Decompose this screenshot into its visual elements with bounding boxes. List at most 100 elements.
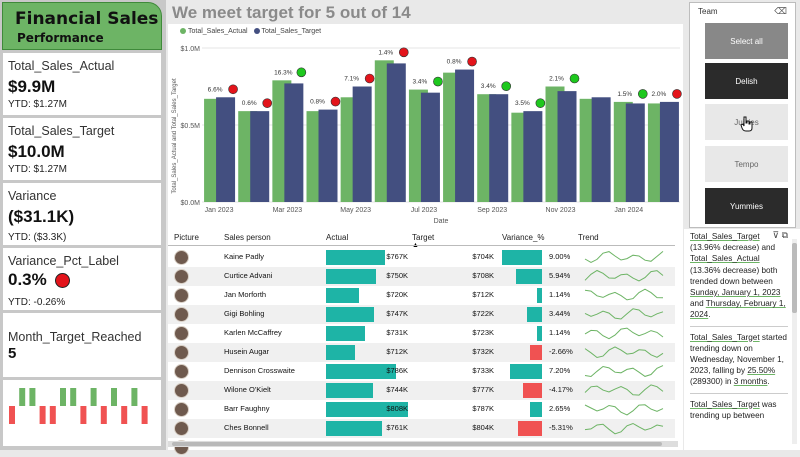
spark-bar-hit <box>90 388 97 406</box>
sales-bar-chart[interactable]: Total_Sales_Actual Total_Sales_Target $1… <box>168 24 683 229</box>
table-row[interactable]: Barr Faughny $808K $787K 2.65% <box>168 400 675 419</box>
narrative-toolbar: ⊽ ⧉ <box>772 230 788 241</box>
avatar <box>174 364 189 379</box>
variance-pct: -4.17% <box>549 385 573 394</box>
bar-target <box>284 83 304 202</box>
table-row[interactable]: Curtice Advani $750K $708K 5.94% <box>168 267 675 286</box>
data-label: 3.4% <box>413 79 428 86</box>
kpi-value: $9.9M <box>8 77 56 96</box>
actual-value: $747K <box>386 309 408 318</box>
status-dot-icon <box>672 89 682 99</box>
page-title: We meet target for 5 out of 14 <box>172 3 411 22</box>
table-row[interactable]: Ches Bonnell $761K $804K -5.31% <box>168 419 675 438</box>
spark-bar-miss <box>39 406 46 424</box>
spark-bar-miss <box>49 406 56 424</box>
column-header-variance[interactable]: Variance_% <box>502 233 545 242</box>
trend-line <box>584 288 664 301</box>
variance-bar <box>530 345 542 360</box>
table-row[interactable]: Wilone O'Kielt $744K $777K -4.17% <box>168 381 675 400</box>
slicer-option-delish[interactable]: Delish <box>705 63 788 99</box>
kpi-ytd: YTD: -0.26% <box>8 297 66 308</box>
slicer-option-yummies[interactable]: Yummies <box>705 188 788 224</box>
legend-swatch-target <box>253 28 260 35</box>
sparkline-chart <box>9 388 148 424</box>
kpi-card-actual[interactable]: Total_Sales_Actual $9.9M YTD: $1.27M <box>3 53 161 115</box>
legend-label-target: Total_Sales_Target <box>261 28 322 35</box>
status-dot-icon <box>330 96 341 107</box>
variance-bar <box>530 402 542 417</box>
kpi-value: $10.0M <box>8 142 65 161</box>
target-value: $732K <box>472 347 494 356</box>
filter-icon[interactable]: ⊽ <box>772 230 780 240</box>
avatar <box>174 402 189 417</box>
table-row[interactable]: Husein Augar $712K $732K -2.66% <box>168 343 675 362</box>
table-row[interactable]: Jan Morforth $720K $712K 1.14% <box>168 286 675 305</box>
data-label: 2.1% <box>549 76 564 83</box>
avatar <box>174 421 189 436</box>
target-value: $777K <box>472 385 494 394</box>
column-header-trend[interactable]: Trend <box>578 233 599 242</box>
trend-sparkline <box>584 288 664 301</box>
slicer-option-select-all[interactable]: Select all <box>705 23 788 59</box>
trend-line <box>584 422 664 435</box>
variance-pct: -2.66% <box>549 347 573 356</box>
salesperson-name: Wilone O'Kielt <box>224 385 271 394</box>
table-row[interactable]: Dennison Crosswaite $786K $733K 7.20% <box>168 362 675 381</box>
column-header-target[interactable]: Target <box>412 233 435 242</box>
trend-sparkline <box>584 422 664 435</box>
team-slicer[interactable]: Team ⌫ Select all Delish Juicies Tempo Y… <box>689 2 796 228</box>
actual-value: $731K <box>386 328 408 337</box>
status-dot-icon <box>535 98 546 108</box>
scrollbar-thumb[interactable] <box>172 442 662 446</box>
bar-target <box>386 63 406 203</box>
kpi-card-variance-pct[interactable]: Variance_Pct_Label 0.3% YTD: -0.26% <box>3 248 161 310</box>
bar-target <box>352 86 372 202</box>
kpi-card-month-target[interactable]: Month_Target_Reached 5 <box>3 313 161 377</box>
variance-pct: 1.14% <box>549 328 571 337</box>
salesperson-name: Gigi Bohling <box>224 309 265 318</box>
variance-pct: 9.00% <box>549 252 571 261</box>
salesperson-name: Kaine Padly <box>224 252 265 261</box>
kpi-label: Variance_Pct_Label <box>8 254 119 268</box>
x-axis-label: Date <box>434 218 449 225</box>
target-value: $712K <box>472 290 494 299</box>
trend-sparkline <box>584 346 664 359</box>
slicer-option-tempo[interactable]: Tempo <box>705 146 788 182</box>
kpi-card-target[interactable]: Total_Sales_Target $10.0M YTD: $1.27M <box>3 118 161 180</box>
variance-bar <box>510 364 542 379</box>
data-label: 7.1% <box>344 76 359 83</box>
kpi-column: Financial Sales Performance Total_Sales_… <box>0 0 166 450</box>
spark-bar-hit <box>29 388 36 406</box>
column-header-actual[interactable]: Actual <box>326 233 349 242</box>
kpi-ytd: YTD: $1.27M <box>8 99 67 110</box>
variance-pct: 2.65% <box>549 404 571 413</box>
actual-bar <box>326 250 386 265</box>
trend-sparkline <box>584 384 664 396</box>
trend-line <box>584 346 664 359</box>
status-dot-icon <box>228 84 238 95</box>
kpi-card-variance[interactable]: Variance ($31.1K) YTD: ($3.3K) <box>3 183 161 245</box>
narrative-measure: Total_Sales_Actual <box>690 254 760 264</box>
scrollbar-thumb[interactable] <box>792 243 797 313</box>
column-header-picture[interactable]: Picture <box>174 233 199 242</box>
variance-bar <box>502 250 542 265</box>
data-label: 6.6% <box>208 86 223 93</box>
target-value: $722K <box>472 309 494 318</box>
table-row[interactable]: Karlen McCaffrey $731K $723K 1.14% <box>168 324 675 343</box>
table-row[interactable]: Gigi Bohling $747K $722K 3.44% <box>168 305 675 324</box>
actual-bar <box>326 307 375 322</box>
narrative-vertical-scrollbar[interactable] <box>792 239 797 444</box>
column-header-salesperson[interactable]: Sales person <box>224 233 271 242</box>
bar-target <box>216 97 236 202</box>
actual-bar <box>326 421 382 436</box>
eraser-icon[interactable]: ⌫ <box>774 6 787 16</box>
smart-narrative[interactable]: Total_Sales_Target (13.96% decrease) and… <box>684 229 800 450</box>
narrative-text-run: (13.96% decrease) and <box>690 243 776 253</box>
bar-target <box>455 69 475 202</box>
expand-icon[interactable]: ⧉ <box>781 230 788 240</box>
table-row[interactable]: Kaine Padly $767K $704K 9.00% <box>168 248 675 267</box>
table-horizontal-scrollbar[interactable] <box>168 441 678 447</box>
status-dot-icon <box>398 47 409 58</box>
salesperson-table[interactable]: Picture Sales person Actual Target ▲ Var… <box>168 229 683 455</box>
variance-bar <box>536 288 542 303</box>
